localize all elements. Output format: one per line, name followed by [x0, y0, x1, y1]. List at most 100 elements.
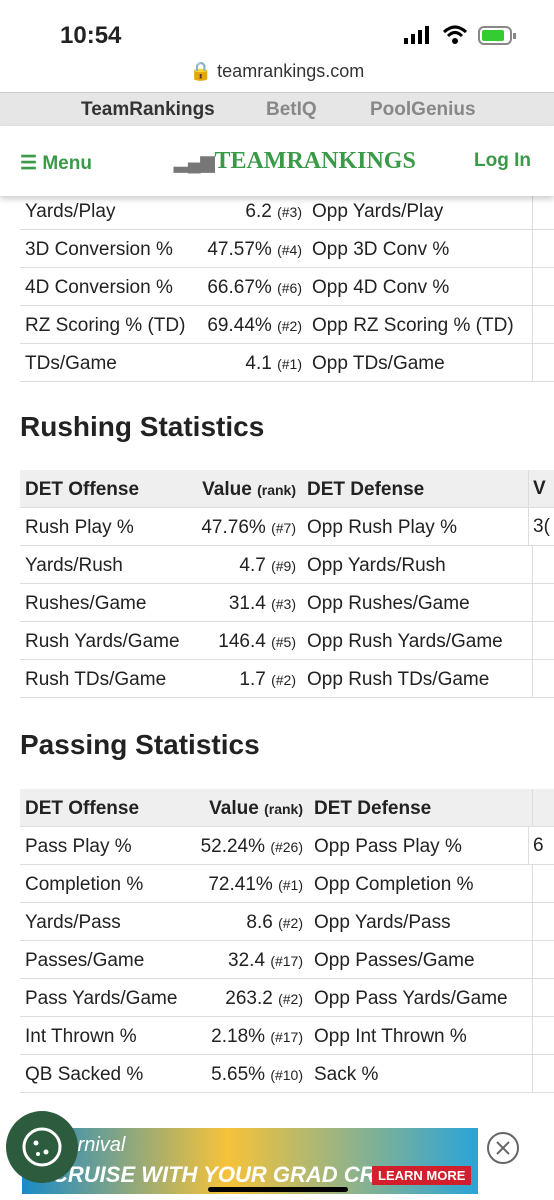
cell: Opp Rush TDs/Game	[307, 669, 489, 691]
divider	[532, 1017, 533, 1054]
table-row: 3D Conversion % 47.57% (#4) Opp 3D Conv %	[20, 230, 554, 268]
url-bar[interactable]: 🔒 teamrankings.com	[189, 61, 365, 81]
divider	[532, 865, 533, 902]
logo[interactable]: ▂▄▆TEAMRANKINGS	[174, 148, 416, 174]
table-row: Pass Yards/Game 263.2 (#2) Opp Pass Yards/…	[20, 979, 554, 1017]
value: 5.65%	[211, 1064, 266, 1085]
divider	[532, 789, 533, 826]
value: 6.2	[245, 201, 272, 222]
value: 66.67%	[207, 277, 272, 298]
opp-label: Opp Rush Yards/Game	[307, 631, 503, 652]
cell: Opp Rush Yards/Game	[307, 631, 503, 653]
label: DET Offense	[25, 798, 140, 819]
table-row: Rush TDs/Game 1.7 (#2) Opp Rush TDs/Game	[20, 660, 554, 698]
cell: 4.1 (#1)	[245, 353, 302, 375]
label: QB Sacked %	[25, 1064, 144, 1085]
value: 1.7	[239, 669, 266, 690]
opp-label: Opp Rush Play %	[307, 517, 457, 538]
cell: Opp 4D Conv %	[312, 277, 449, 299]
cell: 4D Conversion %	[25, 277, 173, 299]
cell: Opp TDs/Game	[312, 353, 445, 375]
home-indicator	[208, 1187, 348, 1192]
cell: 4.7 (#9)	[239, 555, 296, 577]
section-title: Passing Statistics	[20, 729, 260, 760]
tab[interactable]: BetIQ	[266, 99, 317, 120]
cell: Opp Int Thrown %	[314, 1026, 467, 1048]
tab[interactable]: TeamRankings	[81, 99, 215, 120]
cell: Opp Rush Play %	[307, 517, 457, 539]
cell: Rush TDs/Game	[25, 669, 166, 691]
ad-close[interactable]	[486, 1131, 520, 1165]
rank: (#17)	[270, 953, 303, 969]
cell: 3D Conversion %	[25, 239, 173, 261]
cell: 52.24% (#26)	[201, 836, 303, 858]
opp-label: Opp Pass Yards/Game	[314, 988, 508, 1009]
label: RZ Scoring % (TD)	[25, 315, 186, 336]
rank: (#9)	[271, 558, 296, 574]
ad-cta[interactable]: LEARN MORE	[372, 1166, 472, 1185]
label: Int Thrown %	[25, 1026, 137, 1047]
rank: (#17)	[270, 1029, 303, 1045]
status-icons	[404, 25, 516, 45]
rank: (#2)	[271, 672, 296, 688]
divider	[532, 546, 533, 583]
cell: 47.57% (#4)	[207, 239, 302, 261]
login-button[interactable]: Log In	[474, 150, 531, 171]
rank: (#26)	[270, 839, 303, 855]
cell: 31.4 (#3)	[229, 593, 296, 615]
tab[interactable]: PoolGenius	[370, 99, 476, 120]
cell: Value (rank)	[209, 798, 303, 820]
rank: (#5)	[271, 634, 296, 650]
cell: Opp Passes/Game	[314, 950, 475, 972]
menu-button[interactable]: ☰ Menu	[20, 153, 92, 174]
opp-label: DET Defense	[314, 798, 432, 819]
cell: V	[528, 470, 546, 507]
ad-banner[interactable]: Carnival CRUISE WITH YOUR GRAD CREW LEAR…	[22, 1128, 478, 1194]
divider	[532, 660, 533, 697]
table-row: RZ Scoring % (TD) 69.44% (#2) Opp RZ Scori…	[20, 306, 554, 344]
cell: Opp Yards/Pass	[314, 912, 451, 934]
label: Pass Play %	[25, 836, 132, 857]
opp-label: Opp Yards/Pass	[314, 912, 451, 933]
table-row: Int Thrown % 2.18% (#17) Opp Int Thrown %	[20, 1017, 554, 1055]
tab-bar: TeamRankings BetIQ PoolGenius	[0, 92, 554, 127]
divider	[532, 230, 533, 267]
time: 10:54	[60, 22, 122, 49]
cell: RZ Scoring % (TD)	[25, 315, 185, 337]
rank: (#2)	[277, 318, 302, 334]
cell: Rush Play %	[25, 517, 134, 539]
cell: 3(	[528, 508, 550, 545]
table-row: Completion % 72.41% (#1) Opp Completion %	[20, 865, 554, 903]
divider	[532, 622, 533, 659]
value: 8.6	[246, 912, 273, 933]
cell: Pass Play %	[25, 836, 132, 858]
rank: (#2)	[278, 991, 303, 1007]
value: 4.7	[239, 555, 266, 576]
value: 4.1	[245, 353, 272, 374]
cell: 66.67% (#6)	[207, 277, 302, 299]
rank: (rank)	[264, 801, 303, 817]
table-row: Rush Play % 47.76% (#7) Opp Rush Play % 3(	[20, 508, 554, 546]
divider	[532, 941, 533, 978]
rank: (#6)	[277, 280, 302, 296]
cell: Rushes/Game	[25, 593, 146, 615]
label: 4D Conversion %	[25, 277, 173, 298]
cell: Opp Yards/Rush	[307, 555, 446, 577]
cell: Opp Pass Play %	[314, 836, 462, 858]
clipped-value: 6	[533, 835, 544, 856]
value: 2.18%	[211, 1026, 266, 1047]
value: 263.2	[225, 988, 273, 1009]
opp-label: Opp Yards/Play	[312, 201, 444, 222]
label: Yards/Play	[25, 201, 116, 222]
nav-bar: ☰ Menu ▂▄▆TEAMRANKINGS Log In	[0, 126, 554, 196]
rank: (#3)	[271, 596, 296, 612]
value: 69.44%	[207, 315, 272, 336]
value: 47.76%	[201, 517, 266, 538]
cell: 6	[528, 827, 544, 864]
cell: Int Thrown %	[25, 1026, 137, 1048]
cell: Opp Rushes/Game	[307, 593, 470, 615]
label: DET Offense	[25, 479, 140, 500]
ad-headline: CRUISE WITH YOUR GRAD CREW	[52, 1162, 411, 1187]
cookie-button[interactable]	[5, 1110, 79, 1184]
cell: 47.76% (#7)	[201, 517, 296, 539]
